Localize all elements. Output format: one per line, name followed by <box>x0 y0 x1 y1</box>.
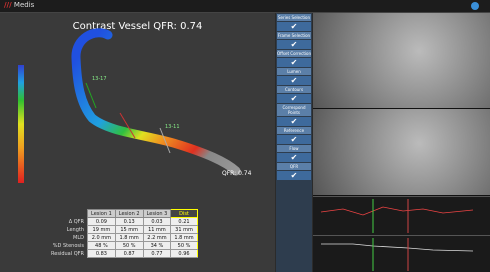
table-cell: 34 % <box>143 242 171 250</box>
step-check: ✔ <box>277 171 311 180</box>
step-button[interactable]: Reference <box>277 127 311 134</box>
angiogram-view <box>313 13 490 108</box>
step-button[interactable]: QFR <box>277 163 311 170</box>
corner-cell <box>48 210 88 218</box>
column-header[interactable]: Lesion 2 <box>115 210 143 218</box>
column-header[interactable]: Dist <box>171 210 197 218</box>
table-cell: 48 % <box>88 242 116 250</box>
row-label: Length <box>48 226 88 234</box>
table-cell: 0.96 <box>171 250 197 258</box>
step-button[interactable]: Flow <box>277 145 311 152</box>
step-check: ✔ <box>277 135 311 144</box>
row-label: %D Stenosis <box>48 242 88 250</box>
row-label: MLD <box>48 234 88 242</box>
table-cell: 11 mm <box>143 226 171 234</box>
vessel <box>76 33 236 171</box>
top-bar: /// Medis <box>0 0 490 13</box>
step-check: ✔ <box>277 40 311 49</box>
step-button[interactable]: Contours <box>277 86 311 93</box>
table-cell: 1.8 mm <box>115 234 143 242</box>
step-button[interactable]: Lumen <box>277 68 311 75</box>
step-check: ✔ <box>277 76 311 85</box>
table-cell: 2.0 mm <box>88 234 116 242</box>
step-check: ✔ <box>277 117 311 126</box>
table-cell: 19 mm <box>88 226 116 234</box>
table-cell: 0.09 <box>88 218 116 226</box>
table-cell: 2.2 mm <box>143 234 171 242</box>
step-check: ✔ <box>277 94 311 103</box>
step-button[interactable]: Series Selection <box>277 14 311 21</box>
table-cell: 50 % <box>171 242 197 250</box>
column-header[interactable]: Lesion 3 <box>143 210 171 218</box>
app-logo: /// Medis <box>4 1 34 9</box>
column-header[interactable]: Lesion 1 <box>88 210 116 218</box>
segment-label: 13-17 <box>92 76 107 82</box>
table-cell: 1.8 mm <box>171 234 197 242</box>
table-cell: 31 mm <box>171 226 197 234</box>
step-button[interactable]: Correspond Points <box>277 104 311 116</box>
step-check: ✔ <box>277 22 311 31</box>
app-name: Medis <box>14 1 34 9</box>
table-cell: 0.21 <box>171 218 197 226</box>
table-cell: 0.13 <box>115 218 143 226</box>
color-scale <box>18 65 24 183</box>
app-window: /// Medis Contrast Vessel QFR: 0.74 <box>0 0 490 272</box>
qfr-label: QFR: 0.74 <box>222 170 252 177</box>
diameter-graph <box>313 196 490 235</box>
table-cell: 0.77 <box>143 250 171 258</box>
table-cell: 0.87 <box>115 250 143 258</box>
table-cell: 15 mm <box>115 226 143 234</box>
step-check: ✔ <box>277 153 311 162</box>
workflow-steps: Series Selection✔Frame Selection✔Offset … <box>276 13 312 272</box>
table-cell: 50 % <box>115 242 143 250</box>
table-cell: 0.03 <box>143 218 171 226</box>
segment-label: 13-11 <box>165 124 180 130</box>
angiogram-panel <box>313 13 490 272</box>
vessel-3d-view: 13-17 13-11 QFR: 0.74 <box>0 13 275 213</box>
step-button[interactable]: Frame Selection <box>277 32 311 39</box>
row-label: Δ QFR <box>48 218 88 226</box>
step-button[interactable]: Offset Correction <box>277 50 311 57</box>
row-label: Residual QFR <box>48 250 88 258</box>
step-check: ✔ <box>277 58 311 67</box>
table-cell: 0.83 <box>88 250 116 258</box>
settings-icon[interactable] <box>470 1 480 11</box>
angiogram-view <box>313 109 490 195</box>
vessel-panel: Contrast Vessel QFR: 0.74 1 <box>0 13 275 272</box>
qfr-graph <box>313 235 490 272</box>
